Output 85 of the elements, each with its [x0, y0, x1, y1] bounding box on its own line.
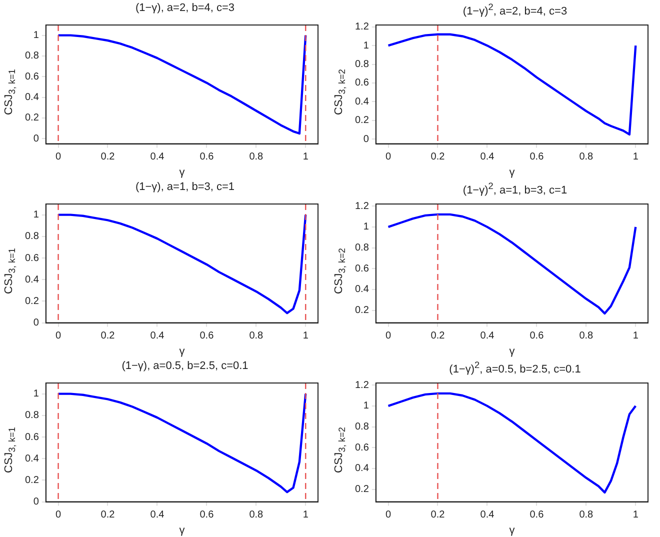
x-tick-label: 0.2 [430, 510, 446, 521]
x-tick-label: 0.8 [579, 330, 594, 342]
y-tick-label: 0.8 [24, 50, 40, 62]
x-tick-label: 0.4 [480, 152, 495, 163]
x-tick-label: 0 [55, 330, 62, 342]
y-tick-label: 0.2 [354, 115, 370, 126]
x-tick-label: 1 [302, 510, 309, 521]
y-tick-label: 0.6 [354, 263, 370, 274]
x-tick-label: 0 [385, 510, 392, 521]
x-tick-label: 1 [632, 152, 639, 163]
y-tick-label: 0.4 [24, 274, 40, 286]
y-tick-label: 0 [363, 134, 370, 145]
x-tick-label: 1 [302, 330, 309, 342]
x-axis-title: γ [179, 524, 186, 536]
x-tick-label: 0.6 [530, 510, 544, 521]
chart-title: (1−γ)$^{2}$, a=1, b=3, c=1 [462, 181, 568, 197]
x-tick-label: 0.6 [200, 510, 214, 521]
x-tick-label: 0 [385, 330, 392, 342]
x-tick-label: 0.2 [100, 330, 116, 342]
x-tick-label: 0.4 [150, 510, 165, 521]
x-tick-label: 1 [632, 510, 639, 521]
y-tick-label: 0.2 [354, 305, 370, 316]
y-tick-label: 0.8 [354, 242, 370, 254]
y-tick-label: 1.2 [354, 22, 370, 33]
x-tick-label: 0.2 [100, 152, 116, 163]
y-tick-label: 0.2 [24, 296, 40, 307]
x-axis-title: γ [179, 345, 186, 358]
x-tick-label: 0.2 [430, 152, 446, 163]
x-tick-label: 0.8 [579, 510, 594, 521]
y-tick-label: 1.2 [354, 380, 370, 391]
x-tick-label: 0.4 [150, 152, 165, 163]
chart-title: (1−γ), a=2, b=4, c=3 [134, 2, 236, 14]
x-tick-label: 0.4 [480, 510, 495, 521]
y-tick-label: 0 [33, 496, 40, 508]
x-tick-label: 0.2 [430, 330, 446, 342]
x-tick-label: 0 [55, 152, 62, 163]
y-tick-label: 1 [363, 400, 370, 412]
x-tick-label: 0.8 [249, 152, 264, 163]
x-tick-label: 1 [632, 330, 639, 342]
y-tick-label: 0.2 [24, 112, 40, 124]
x-tick-label: 0.8 [249, 330, 264, 342]
y-tick-label: 0 [33, 318, 40, 329]
y-tick-label: 0.6 [24, 71, 40, 82]
y-tick-label: 0.8 [354, 422, 370, 433]
y-tick-label: 0.8 [354, 59, 370, 70]
y-tick-label: 0.6 [24, 432, 40, 443]
y-tick-label: 0.4 [24, 92, 40, 104]
y-tick-label: 0.4 [354, 96, 370, 108]
chart-title: (1−γ)$^{2}$, a=0.5, b=2.5, c=0.1 [448, 360, 582, 376]
y-tick-label: 1 [33, 30, 40, 42]
y-tick-label: 0.4 [354, 284, 370, 296]
y-tick-label: 0.6 [24, 252, 40, 264]
x-tick-label: 0.8 [579, 152, 594, 163]
y-tick-label: 0.8 [24, 410, 40, 422]
x-tick-label: 0.6 [530, 330, 544, 342]
x-tick-label: 0.4 [480, 330, 495, 342]
y-tick-label: 0.2 [354, 484, 370, 496]
chart-title: (1−γ), a=1, b=3, c=1 [134, 181, 236, 193]
x-tick-label: 0 [385, 152, 392, 163]
x-tick-label: 0.6 [200, 330, 214, 342]
y-tick-label: 0.2 [24, 474, 40, 486]
y-tick-label: 1 [33, 388, 40, 400]
chart-title: (1−γ)$^{2}$, a=2, b=4, c=3 [462, 2, 568, 18]
x-axis-title: γ [509, 524, 516, 536]
x-tick-label: 0.2 [100, 510, 116, 521]
y-tick-label: 1 [33, 210, 40, 221]
x-axis-title: γ [509, 166, 516, 178]
y-tick-label: 0.8 [24, 231, 40, 242]
y-tick-label: 1.2 [354, 200, 370, 212]
y-tick-label: 0 [33, 133, 40, 144]
x-tick-label: 0.4 [150, 330, 165, 342]
x-tick-label: 0.8 [249, 510, 264, 521]
x-tick-label: 0.6 [530, 152, 544, 163]
y-tick-label: 0.6 [354, 442, 370, 454]
x-tick-label: 1 [302, 152, 309, 163]
y-tick-label: 0.6 [354, 78, 370, 89]
x-tick-label: 0.6 [200, 152, 214, 163]
y-tick-label: 0.4 [354, 463, 370, 474]
y-tick-label: 0.4 [24, 453, 40, 464]
chart-title: (1−γ), a=0.5, b=2.5, c=0.1 [120, 360, 250, 372]
y-tick-label: 1 [363, 40, 370, 52]
x-axis-title: γ [509, 345, 516, 358]
x-axis-title: γ [179, 166, 186, 178]
y-tick-label: 1 [363, 222, 370, 233]
x-tick-label: 0 [55, 510, 62, 521]
